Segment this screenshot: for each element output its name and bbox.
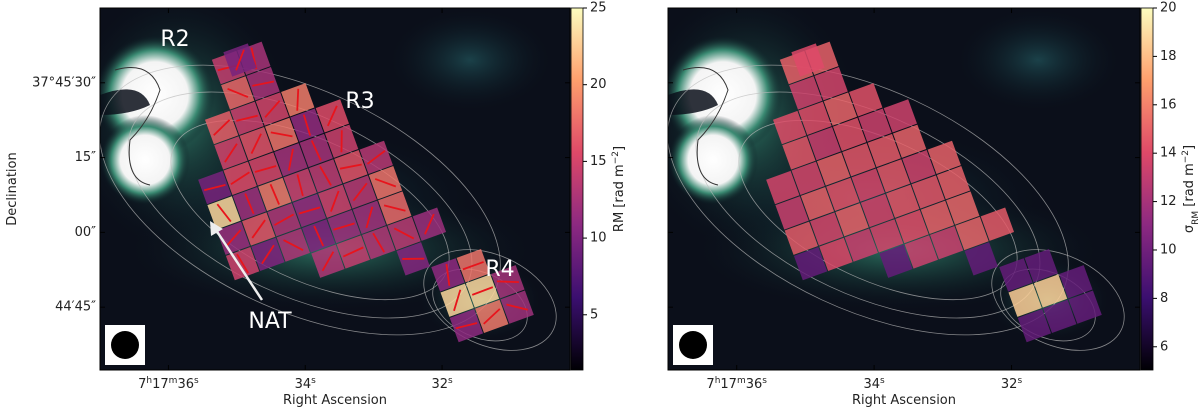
colorbar-label-part: RM [rad m: [612, 164, 627, 232]
x-tick-label: 34s: [295, 376, 317, 392]
x-tick-label-part: 32: [1001, 377, 1018, 392]
colorbar-tick-label: 10: [590, 231, 607, 246]
annotation: R4: [485, 257, 514, 282]
beam: [111, 331, 139, 359]
x-tick-label: 34s: [863, 376, 885, 392]
y-tick-label: 00″: [75, 225, 97, 240]
colorbar-label-part: [rad m: [1182, 163, 1197, 211]
y-tick-label: 44′45″: [55, 300, 96, 315]
colorbar: [571, 8, 583, 370]
emission-r2: [100, 115, 190, 205]
x-tick-label-part: s: [194, 376, 199, 386]
colorbar-label-part: −2: [611, 151, 621, 164]
colorbar-label: σRM [rad m−2]: [1181, 145, 1200, 233]
colorbar: [1141, 8, 1153, 370]
colorbar-label-part: ]: [1182, 145, 1197, 150]
image: [59, 0, 573, 391]
colorbar-label-part: RM: [1191, 211, 1200, 225]
emission: [958, 10, 1118, 110]
x-tick-label-part: 17: [152, 377, 169, 392]
colorbar-tick-label: 6: [1160, 339, 1168, 354]
x-tick-label-part: 36: [746, 377, 763, 392]
y-tick-label: 15″: [75, 150, 97, 165]
colorbar-tick-label: 20: [590, 77, 607, 92]
y-axis-label: Declination: [5, 152, 20, 226]
colorbar-tick-label: 25: [590, 1, 607, 16]
x-tick-label-part: 34: [863, 377, 880, 392]
x-tick-label: 7h17m36s: [138, 376, 199, 392]
polarization-vector: [297, 89, 298, 111]
y-tick-label: 37°45′30″: [32, 75, 96, 90]
x-tick-label-part: 36: [177, 377, 194, 392]
annotation: R3: [345, 89, 374, 114]
x-tick-label-part: 17: [720, 377, 737, 392]
x-tick-label-part: s: [1017, 376, 1022, 386]
x-tick-label-part: s: [762, 376, 767, 386]
x-tick-label-part: m: [169, 376, 178, 386]
colorbar-tick-label: 20: [1160, 1, 1177, 16]
x-tick-label-part: s: [880, 376, 885, 386]
colorbar-tick-label: 10: [1160, 242, 1177, 257]
colorbar-label: RM [rad m−2]: [611, 146, 627, 232]
x-tick-label-part: 32: [431, 377, 448, 392]
colorbar-tick-label: 18: [1160, 49, 1177, 64]
emission-r2: [668, 115, 758, 205]
x-tick-label-part: m: [737, 376, 746, 386]
x-tick-label-part: 7: [706, 377, 714, 392]
colorbar-label-part: ]: [612, 146, 627, 151]
annotation: R2: [160, 27, 189, 52]
annotation: NAT: [248, 309, 292, 334]
colorbar-label-part: −2: [1181, 150, 1191, 163]
colorbar-tick-label: 8: [1160, 291, 1168, 306]
x-axis-label: Right Ascension: [852, 393, 956, 408]
colorbar-tick-label: 5: [590, 307, 598, 322]
colorbar-tick-label: 14: [1160, 146, 1177, 161]
x-tick-label: 32s: [431, 376, 453, 392]
x-axis-label: Right Ascension: [283, 393, 387, 408]
colorbar-label-part: σ: [1182, 225, 1197, 233]
x-tick-label: 32s: [1001, 376, 1023, 392]
image: [627, 0, 1141, 391]
x-tick-label-part: s: [311, 376, 316, 386]
x-tick-label-part: 7: [138, 377, 146, 392]
beam: [679, 331, 707, 359]
x-tick-label-part: s: [448, 376, 453, 386]
emission: [390, 10, 550, 110]
x-tick-label: 7h17m36s: [706, 376, 767, 392]
colorbar-tick-label: 16: [1160, 97, 1177, 112]
colorbar-tick-label: 15: [590, 154, 607, 169]
colorbar-tick-label: 12: [1160, 194, 1177, 209]
x-tick-label-part: 34: [295, 377, 312, 392]
